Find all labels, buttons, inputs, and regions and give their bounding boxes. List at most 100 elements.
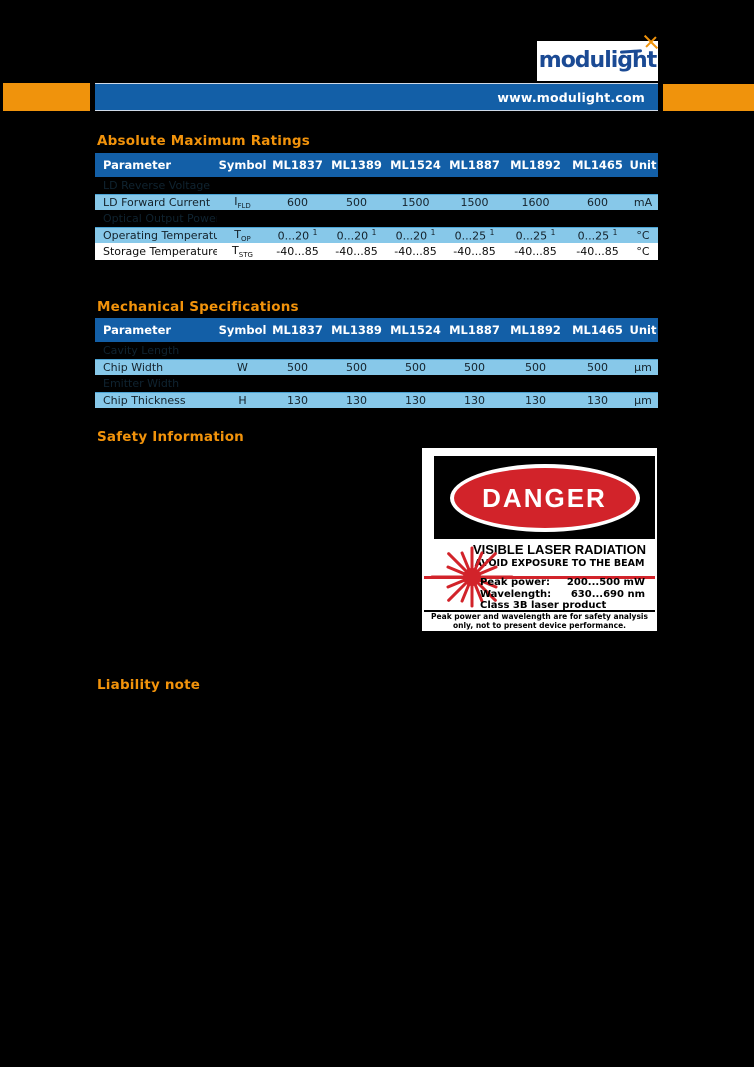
table-row-obscured: Cavity Length xyxy=(95,342,658,359)
cell-value: 1600 xyxy=(521,196,550,209)
cell-parameter: Optical Output Power xyxy=(103,212,217,225)
col-ml1892: ML1892 xyxy=(510,158,561,172)
laser-starburst-icon xyxy=(430,546,514,608)
cell-symbol: W xyxy=(237,361,248,374)
absolute-maximum-ratings-table: Parameter Symbol ML1837 ML1389 ML1524 ML… xyxy=(95,153,658,260)
label-divider xyxy=(424,610,655,612)
cell-symbol: IFLD xyxy=(234,194,251,211)
cell-value: -40...85 xyxy=(453,245,496,258)
cell-value: 500 xyxy=(405,361,426,374)
cell-value: 500 xyxy=(464,361,485,374)
cell-value: 0...25 1 xyxy=(577,228,618,243)
cell-value: -40...85 xyxy=(394,245,437,258)
laser-beam-line xyxy=(424,576,655,579)
cell-value: -40...85 xyxy=(576,245,619,258)
header-orange-bar-right xyxy=(663,84,754,111)
table-row: LD Forward Current IFLD 600 500 1500 150… xyxy=(95,194,658,210)
col-ml1465: ML1465 xyxy=(572,158,623,172)
laser-class-text: Class 3B laser product xyxy=(480,600,607,611)
label-caption: Peak power and wavelength are for safety… xyxy=(431,612,648,630)
cell-value: 1500 xyxy=(401,196,430,209)
cell-value: 1500 xyxy=(460,196,489,209)
cell-parameter: Cavity Length xyxy=(103,344,180,357)
peak-power-label: Peak power: xyxy=(480,577,550,588)
cell-symbol: TSTG xyxy=(232,243,253,260)
cell-unit: mA xyxy=(633,196,653,209)
cell-value: 500 xyxy=(287,361,308,374)
danger-oval: DANGER xyxy=(449,463,640,532)
cell-value: 0...25 1 xyxy=(454,228,495,243)
peak-power-value: 200...500 mW xyxy=(566,577,645,588)
col-ml1887: ML1887 xyxy=(449,158,500,172)
col-ml1887: ML1887 xyxy=(449,323,500,337)
col-ml1389: ML1389 xyxy=(331,158,382,172)
website-link[interactable]: www.modulight.com xyxy=(497,89,645,105)
col-ml1524: ML1524 xyxy=(390,158,441,172)
mechanical-specifications-table: Parameter Symbol ML1837 ML1389 ML1524 ML… xyxy=(95,318,658,408)
avoid-exposure-text: AVOID EXPOSURE TO THE BEAM xyxy=(474,558,645,569)
table-row: Operating Temperature TOP 0...20 1 0...2… xyxy=(95,227,658,243)
cell-unit: °C xyxy=(636,229,650,242)
cell-value: 130 xyxy=(405,394,426,407)
col-unit: Unit xyxy=(629,158,657,172)
col-ml1892: ML1892 xyxy=(510,323,561,337)
cell-value: -40...85 xyxy=(276,245,319,258)
cell-value: 130 xyxy=(346,394,367,407)
cell-unit: µm xyxy=(634,361,652,374)
wavelength-value: 630...690 nm xyxy=(570,589,645,600)
cell-value: 130 xyxy=(287,394,308,407)
wavelength-row: Wavelength: 630...690 nm xyxy=(480,590,645,600)
col-symbol: Symbol xyxy=(218,158,267,172)
table-row-obscured: LD Reverse Voltage xyxy=(95,177,658,194)
cell-parameter: Chip Thickness xyxy=(103,394,186,407)
sparkle-icon xyxy=(640,31,662,53)
cell-value: 500 xyxy=(525,361,546,374)
logo-text: modulight xyxy=(538,48,657,73)
col-ml1837: ML1837 xyxy=(272,158,323,172)
table-row: Chip Width W 500 500 500 500 500 500 µm xyxy=(95,359,658,375)
table-header-row: Parameter Symbol ML1837 ML1389 ML1524 ML… xyxy=(95,318,658,342)
cell-parameter: LD Reverse Voltage xyxy=(103,179,211,192)
laser-warning-label: DANGER VISIBLE LASER RADIATION AVOID EXP… xyxy=(420,446,659,633)
table-row: Chip Thickness H 130 130 130 130 130 130… xyxy=(95,392,658,408)
header-banner: www.modulight.com xyxy=(95,83,658,111)
cell-value: 600 xyxy=(287,196,308,209)
cell-value: 500 xyxy=(346,361,367,374)
cell-value: 130 xyxy=(525,394,546,407)
cell-unit: °C xyxy=(636,245,650,258)
col-unit: Unit xyxy=(629,323,657,337)
section-title-absolute-maximum-ratings: Absolute Maximum Ratings xyxy=(97,133,310,149)
col-ml1389: ML1389 xyxy=(331,323,382,337)
cell-value: 130 xyxy=(587,394,608,407)
cell-parameter: LD Forward Current xyxy=(103,196,211,209)
table-row-obscured: Optical Output Power xyxy=(95,210,658,227)
cell-value: 600 xyxy=(587,196,608,209)
section-title-mechanical-specifications: Mechanical Specifications xyxy=(97,299,299,315)
cell-value: -40...85 xyxy=(335,245,378,258)
danger-word: DANGER xyxy=(482,482,607,513)
col-ml1465: ML1465 xyxy=(572,323,623,337)
modulight-logo: modulight xyxy=(537,34,659,81)
table-header-row: Parameter Symbol ML1837 ML1389 ML1524 ML… xyxy=(95,153,658,177)
laser-radiation-title: VISIBLE LASER RADIATION xyxy=(472,542,647,557)
table-row: Storage Temperature TSTG -40...85 -40...… xyxy=(95,243,658,260)
cell-unit: µm xyxy=(634,394,652,407)
cell-symbol: TOP xyxy=(234,227,251,244)
cell-parameter: Operating Temperature xyxy=(103,229,217,242)
cell-parameter: Chip Width xyxy=(103,361,164,374)
cell-parameter: Emitter Width xyxy=(103,377,180,390)
cell-value: 0...20 1 xyxy=(277,228,318,243)
col-ml1524: ML1524 xyxy=(390,323,441,337)
col-parameter: Parameter xyxy=(103,323,172,337)
wavelength-label: Wavelength: xyxy=(480,589,552,600)
cell-value: 130 xyxy=(464,394,485,407)
cell-value: -40...85 xyxy=(514,245,557,258)
peak-power-row: Peak power: 200...500 mW xyxy=(480,578,645,588)
section-title-liability-note: Liability note xyxy=(97,677,201,693)
section-title-safety-information: Safety Information xyxy=(97,429,244,445)
cell-value: 500 xyxy=(587,361,608,374)
cell-value: 0...20 1 xyxy=(395,228,436,243)
danger-banner: DANGER xyxy=(434,456,655,539)
table-row-obscured: Emitter Width xyxy=(95,375,658,392)
